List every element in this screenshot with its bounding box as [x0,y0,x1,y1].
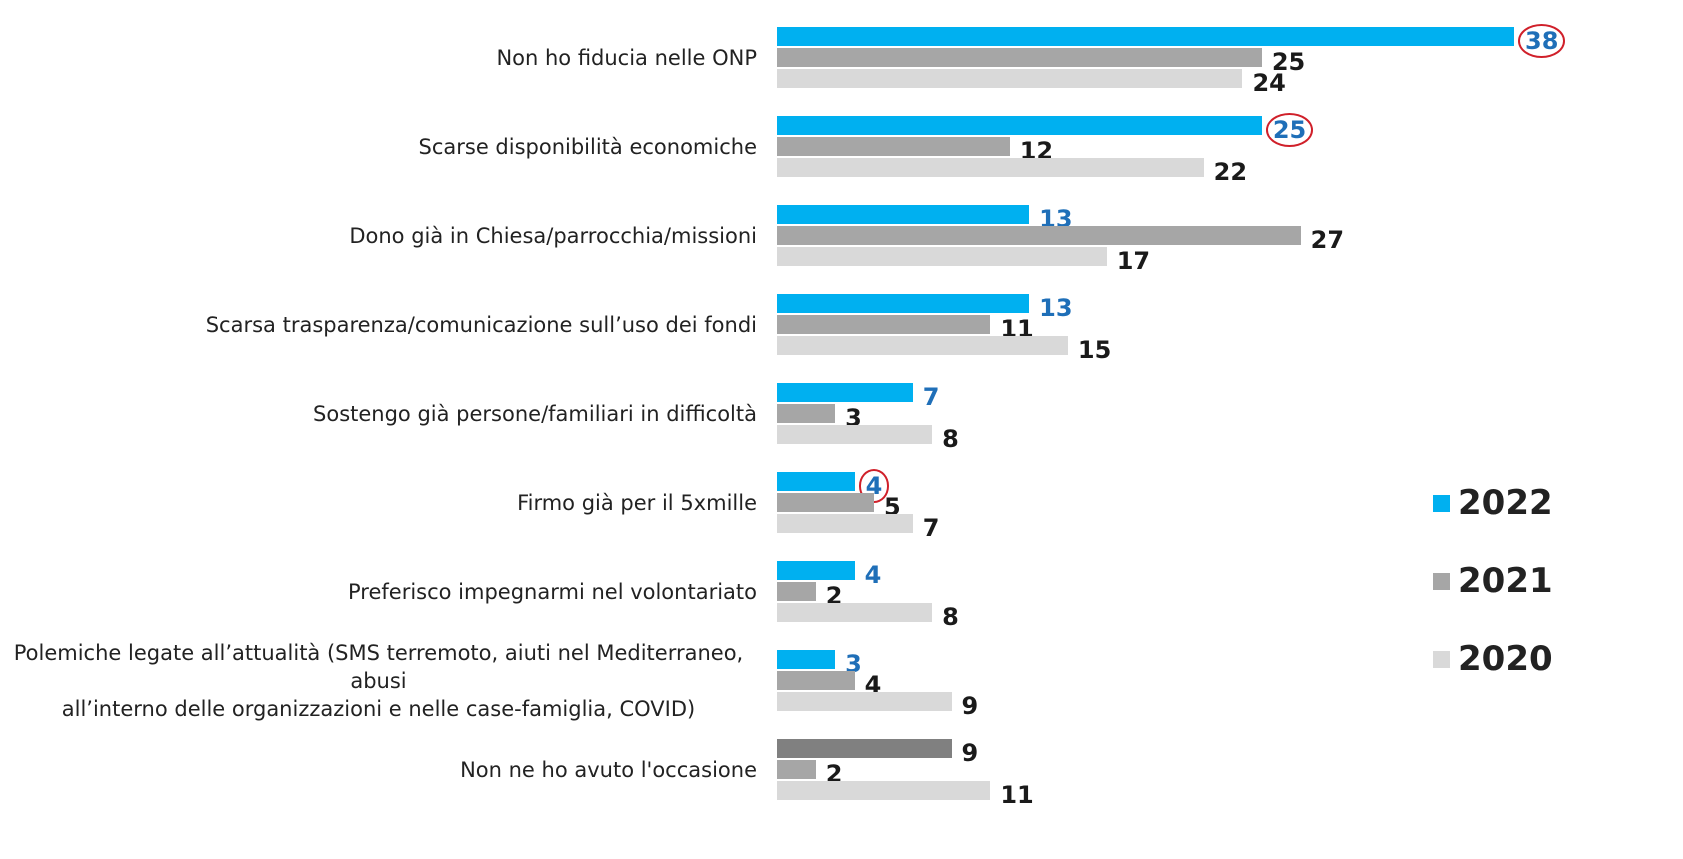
bar [777,315,991,334]
bar [777,383,913,402]
value-label: 3 [845,403,862,432]
bar [777,247,1107,266]
category-label: Non ho fiducia nelle ONP [496,45,757,70]
value-label: 15 [1077,335,1112,364]
bar [777,137,1010,156]
bar [777,116,1262,135]
value-label: 3 [845,649,862,678]
value-label: 24 [1252,68,1286,97]
legend-swatch [1433,495,1450,512]
category-label: Dono già in Chiesa/parrocchia/missioni [349,223,757,248]
bar [777,561,855,580]
bar [777,603,933,622]
bar [777,739,952,758]
category-label: Scarse disponibilità economiche [418,134,758,159]
legend-label: 2021 [1458,561,1553,601]
value-label: 8 [942,424,959,453]
value-label: 22 [1213,157,1248,186]
bar [777,760,816,779]
bar [777,671,855,690]
value-label: 2 [825,759,843,788]
value-label: 7 [922,513,940,542]
legend-swatch [1433,651,1450,668]
value-label: 27 [1310,225,1345,254]
value-label: 11 [1000,780,1034,809]
value-label: 7 [922,382,940,411]
bar [777,514,913,533]
bar [777,48,1262,67]
bar [777,27,1514,46]
value-label: 13 [1039,293,1073,322]
value-label: 4 [864,670,882,699]
legend-label: 2020 [1458,639,1553,679]
value-label: 4 [864,560,882,589]
value-label: 17 [1116,246,1151,275]
bar [777,650,836,669]
bar [777,336,1068,355]
legend-swatch [1433,573,1450,590]
value-label: 38 [1518,23,1566,58]
bar [777,582,816,601]
value-label: 5 [883,492,901,521]
value-label: 8 [942,602,959,631]
bar [777,493,874,512]
value-label: 9 [961,691,979,720]
value-label: 25 [1265,112,1314,147]
value-label: 2 [825,581,843,610]
bar [777,158,1204,177]
bar [777,404,836,423]
value-label: 9 [961,738,979,767]
value-label: 25 [1271,47,1306,76]
bar [777,692,952,711]
bar [777,69,1243,88]
category-label: Firmo già per il 5xmille [517,490,757,515]
category-label: Non ne ho avuto l'occasione [460,757,757,782]
bar [777,472,855,491]
bar [777,294,1030,313]
category-label: Sostengo già persone/familiari in diffic… [313,401,757,426]
bar [777,205,1030,224]
bar [777,425,933,444]
bar [777,226,1301,245]
legend-label: 2022 [1458,483,1553,523]
category-label: Polemiche legate all’attualità (SMS terr… [13,640,744,721]
category-label: Preferisco impegnarmi nel volontariato [348,579,757,604]
category-label: Scarsa trasparenza/comunicazione sull’us… [205,312,757,337]
bar [777,781,991,800]
